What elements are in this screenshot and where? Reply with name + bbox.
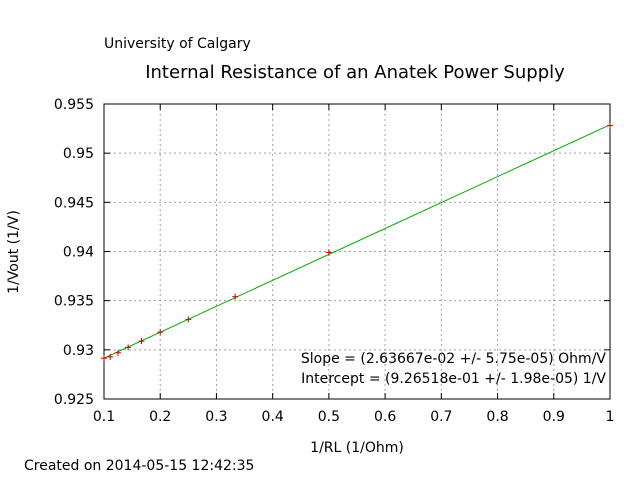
created-timestamp: Created on 2014-05-15 12:42:35 [24, 458, 255, 474]
y-tick-label: 0.945 [54, 195, 94, 211]
data-point [185, 316, 192, 323]
x-tick-label: 0.1 [93, 409, 115, 425]
data-point [107, 353, 114, 360]
y-axis-label: 1/Vout (1/V) [6, 210, 22, 294]
x-tick-label: 0.6 [374, 409, 396, 425]
x-tick-label: 0.3 [205, 409, 227, 425]
data-point [607, 122, 613, 129]
fit-slope-label: Slope = (2.63667e-02 +/- 5.75e-05) Ohm/V [301, 351, 607, 367]
chart-title: Internal Resistance of an Anatek Power S… [145, 62, 565, 83]
data-point [101, 355, 107, 362]
y-tick-label: 0.935 [54, 294, 94, 310]
data-point [232, 293, 239, 300]
data-points [101, 122, 613, 362]
data-point [125, 344, 132, 351]
axis-ticks [103, 103, 611, 400]
x-tick-label: 0.8 [486, 409, 508, 425]
grid-lines [104, 104, 610, 399]
y-tick-label: 0.94 [63, 245, 94, 261]
y-tick-label: 0.925 [54, 392, 94, 408]
x-tick-labels: 0.1 0.2 0.3 0.4 0.5 0.6 0.7 0.8 0.9 1 [93, 409, 615, 425]
data-point [115, 349, 122, 356]
x-axis-label: 1/RL (1/Ohm) [310, 440, 404, 456]
x-tick-label: 0.4 [262, 409, 284, 425]
fit-line [103, 124, 611, 359]
data-point [325, 249, 332, 256]
y-tick-label: 0.955 [54, 97, 94, 113]
y-tick-labels: 0.925 0.93 0.935 0.94 0.945 0.95 0.955 [54, 97, 94, 408]
y-tick-label: 0.93 [63, 343, 94, 359]
x-tick-label: 0.7 [430, 409, 452, 425]
x-tick-label: 1 [606, 409, 615, 425]
x-tick-label: 0.5 [318, 409, 340, 425]
institution-label: University of Calgary [104, 36, 251, 52]
x-tick-label: 0.9 [543, 409, 565, 425]
x-tick-label: 0.2 [149, 409, 171, 425]
data-point [157, 329, 164, 336]
data-point [138, 338, 145, 345]
y-tick-label: 0.95 [63, 146, 94, 162]
fit-intercept-label: Intercept = (9.26518e-01 +/- 1.98e-05) 1… [301, 371, 606, 387]
